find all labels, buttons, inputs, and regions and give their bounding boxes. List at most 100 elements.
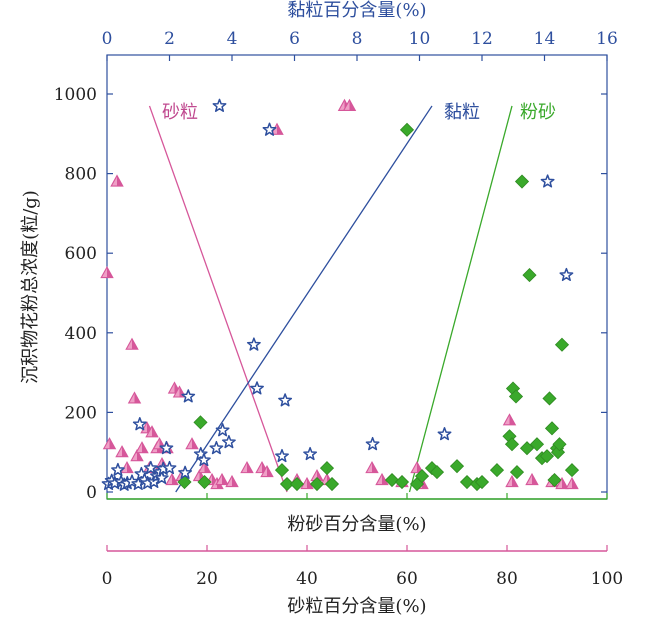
trend-lines-layer bbox=[148, 105, 513, 493]
clay-point bbox=[250, 381, 264, 395]
sand-tick-label: 0 bbox=[102, 569, 113, 589]
y-tick-label: 800 bbox=[65, 165, 97, 185]
clay-annotation: 黏粒 bbox=[444, 102, 480, 123]
clay-point bbox=[275, 448, 289, 463]
silt-point bbox=[399, 122, 415, 137]
sand-point bbox=[240, 460, 254, 474]
clay-point bbox=[540, 174, 555, 188]
silt-point bbox=[554, 337, 570, 352]
silt-point bbox=[539, 449, 555, 464]
silt-point bbox=[324, 476, 340, 492]
sand-tick-label: 80 bbox=[496, 569, 518, 589]
y-axis-title: 沉积物花粉总浓度(粒/g) bbox=[20, 190, 41, 384]
clay-point bbox=[303, 446, 318, 461]
sand-point bbox=[365, 460, 379, 474]
y-tick-label: 1000 bbox=[54, 85, 97, 105]
clay-point bbox=[246, 337, 261, 351]
silt-point bbox=[508, 389, 524, 404]
silt-point bbox=[474, 474, 490, 490]
silt-point bbox=[489, 463, 505, 478]
silt-point bbox=[529, 437, 545, 452]
clay-point bbox=[178, 465, 193, 479]
sand-axis-title: 砂粒百分含量(%) bbox=[287, 596, 426, 617]
silt-axis-title: 粉砂百分含量(%) bbox=[287, 514, 426, 535]
sand-point bbox=[165, 472, 179, 486]
sand-point bbox=[135, 441, 149, 454]
sand-point bbox=[115, 445, 129, 458]
silt-point bbox=[547, 472, 562, 488]
top-tick-label: 8 bbox=[352, 29, 363, 49]
clay-point bbox=[196, 452, 211, 467]
silt-point bbox=[289, 476, 305, 492]
silt-point bbox=[564, 463, 580, 478]
top-tick-label: 14 bbox=[534, 29, 556, 49]
top-tick-label: 0 bbox=[102, 29, 113, 49]
sand-point bbox=[145, 425, 159, 438]
sand-tick-label: 20 bbox=[196, 569, 218, 589]
silt-point bbox=[542, 391, 557, 406]
clay-point bbox=[159, 440, 174, 455]
sand-point bbox=[100, 265, 114, 279]
silt-point bbox=[394, 474, 410, 490]
silt-point bbox=[509, 465, 525, 480]
silt-point bbox=[449, 459, 465, 474]
clay-point bbox=[221, 435, 236, 449]
clay-point bbox=[193, 446, 208, 461]
sand-point bbox=[555, 476, 569, 490]
clay-point bbox=[215, 423, 230, 437]
clay-point bbox=[365, 436, 380, 451]
y-tick-label: 0 bbox=[86, 483, 97, 503]
sand-point bbox=[110, 174, 124, 187]
sand-point bbox=[342, 98, 357, 111]
y-tick-label: 400 bbox=[65, 324, 97, 344]
silt-point bbox=[504, 437, 520, 452]
silt-point bbox=[274, 463, 290, 478]
sand-trend-line bbox=[148, 105, 288, 493]
silt-point bbox=[552, 437, 567, 452]
silt-trend-line bbox=[408, 105, 513, 493]
sand-point bbox=[260, 464, 274, 478]
sand-point bbox=[505, 474, 519, 488]
sand-point bbox=[502, 413, 517, 426]
silt-point bbox=[429, 465, 445, 480]
clay-point bbox=[262, 122, 277, 136]
sand-point bbox=[525, 472, 539, 486]
sand-tick-label: 100 bbox=[591, 569, 623, 589]
silt-point bbox=[193, 415, 208, 430]
sand-point bbox=[225, 474, 239, 488]
clay-point bbox=[181, 389, 196, 403]
points-layer bbox=[100, 98, 580, 492]
clay-point bbox=[134, 466, 149, 481]
clay-point bbox=[162, 460, 177, 475]
top-tick-label: 6 bbox=[289, 29, 300, 49]
silt-point bbox=[319, 461, 335, 476]
sand-point bbox=[215, 472, 229, 486]
clay-point bbox=[437, 427, 452, 441]
clay-trend-line bbox=[175, 105, 433, 493]
clay-point bbox=[212, 98, 227, 112]
silt-point bbox=[309, 476, 325, 492]
top-tick-label: 10 bbox=[409, 29, 431, 49]
clay-point bbox=[559, 267, 574, 282]
top-tick-label: 12 bbox=[471, 29, 493, 49]
sand-annotation: 砂粒 bbox=[162, 102, 198, 123]
silt-point bbox=[384, 472, 400, 488]
y-tick-label: 600 bbox=[65, 244, 97, 264]
sand-point bbox=[300, 476, 314, 490]
silt-point bbox=[414, 469, 430, 484]
silt-point bbox=[279, 476, 295, 492]
sand-point bbox=[375, 472, 389, 486]
clay-point bbox=[154, 470, 169, 485]
clay-point bbox=[111, 462, 125, 477]
sand-tick-label: 40 bbox=[296, 569, 318, 589]
silt-point bbox=[459, 474, 475, 490]
clay-point bbox=[125, 474, 139, 488]
sand-tick-label: 60 bbox=[396, 569, 418, 589]
top-tick-label: 16 bbox=[596, 29, 618, 49]
silt-point bbox=[519, 441, 535, 456]
top-axis-title: 黏粒百分含量(%) bbox=[287, 0, 426, 21]
sand-point bbox=[127, 391, 142, 404]
sand-point bbox=[102, 437, 117, 450]
clay-point bbox=[278, 393, 293, 407]
